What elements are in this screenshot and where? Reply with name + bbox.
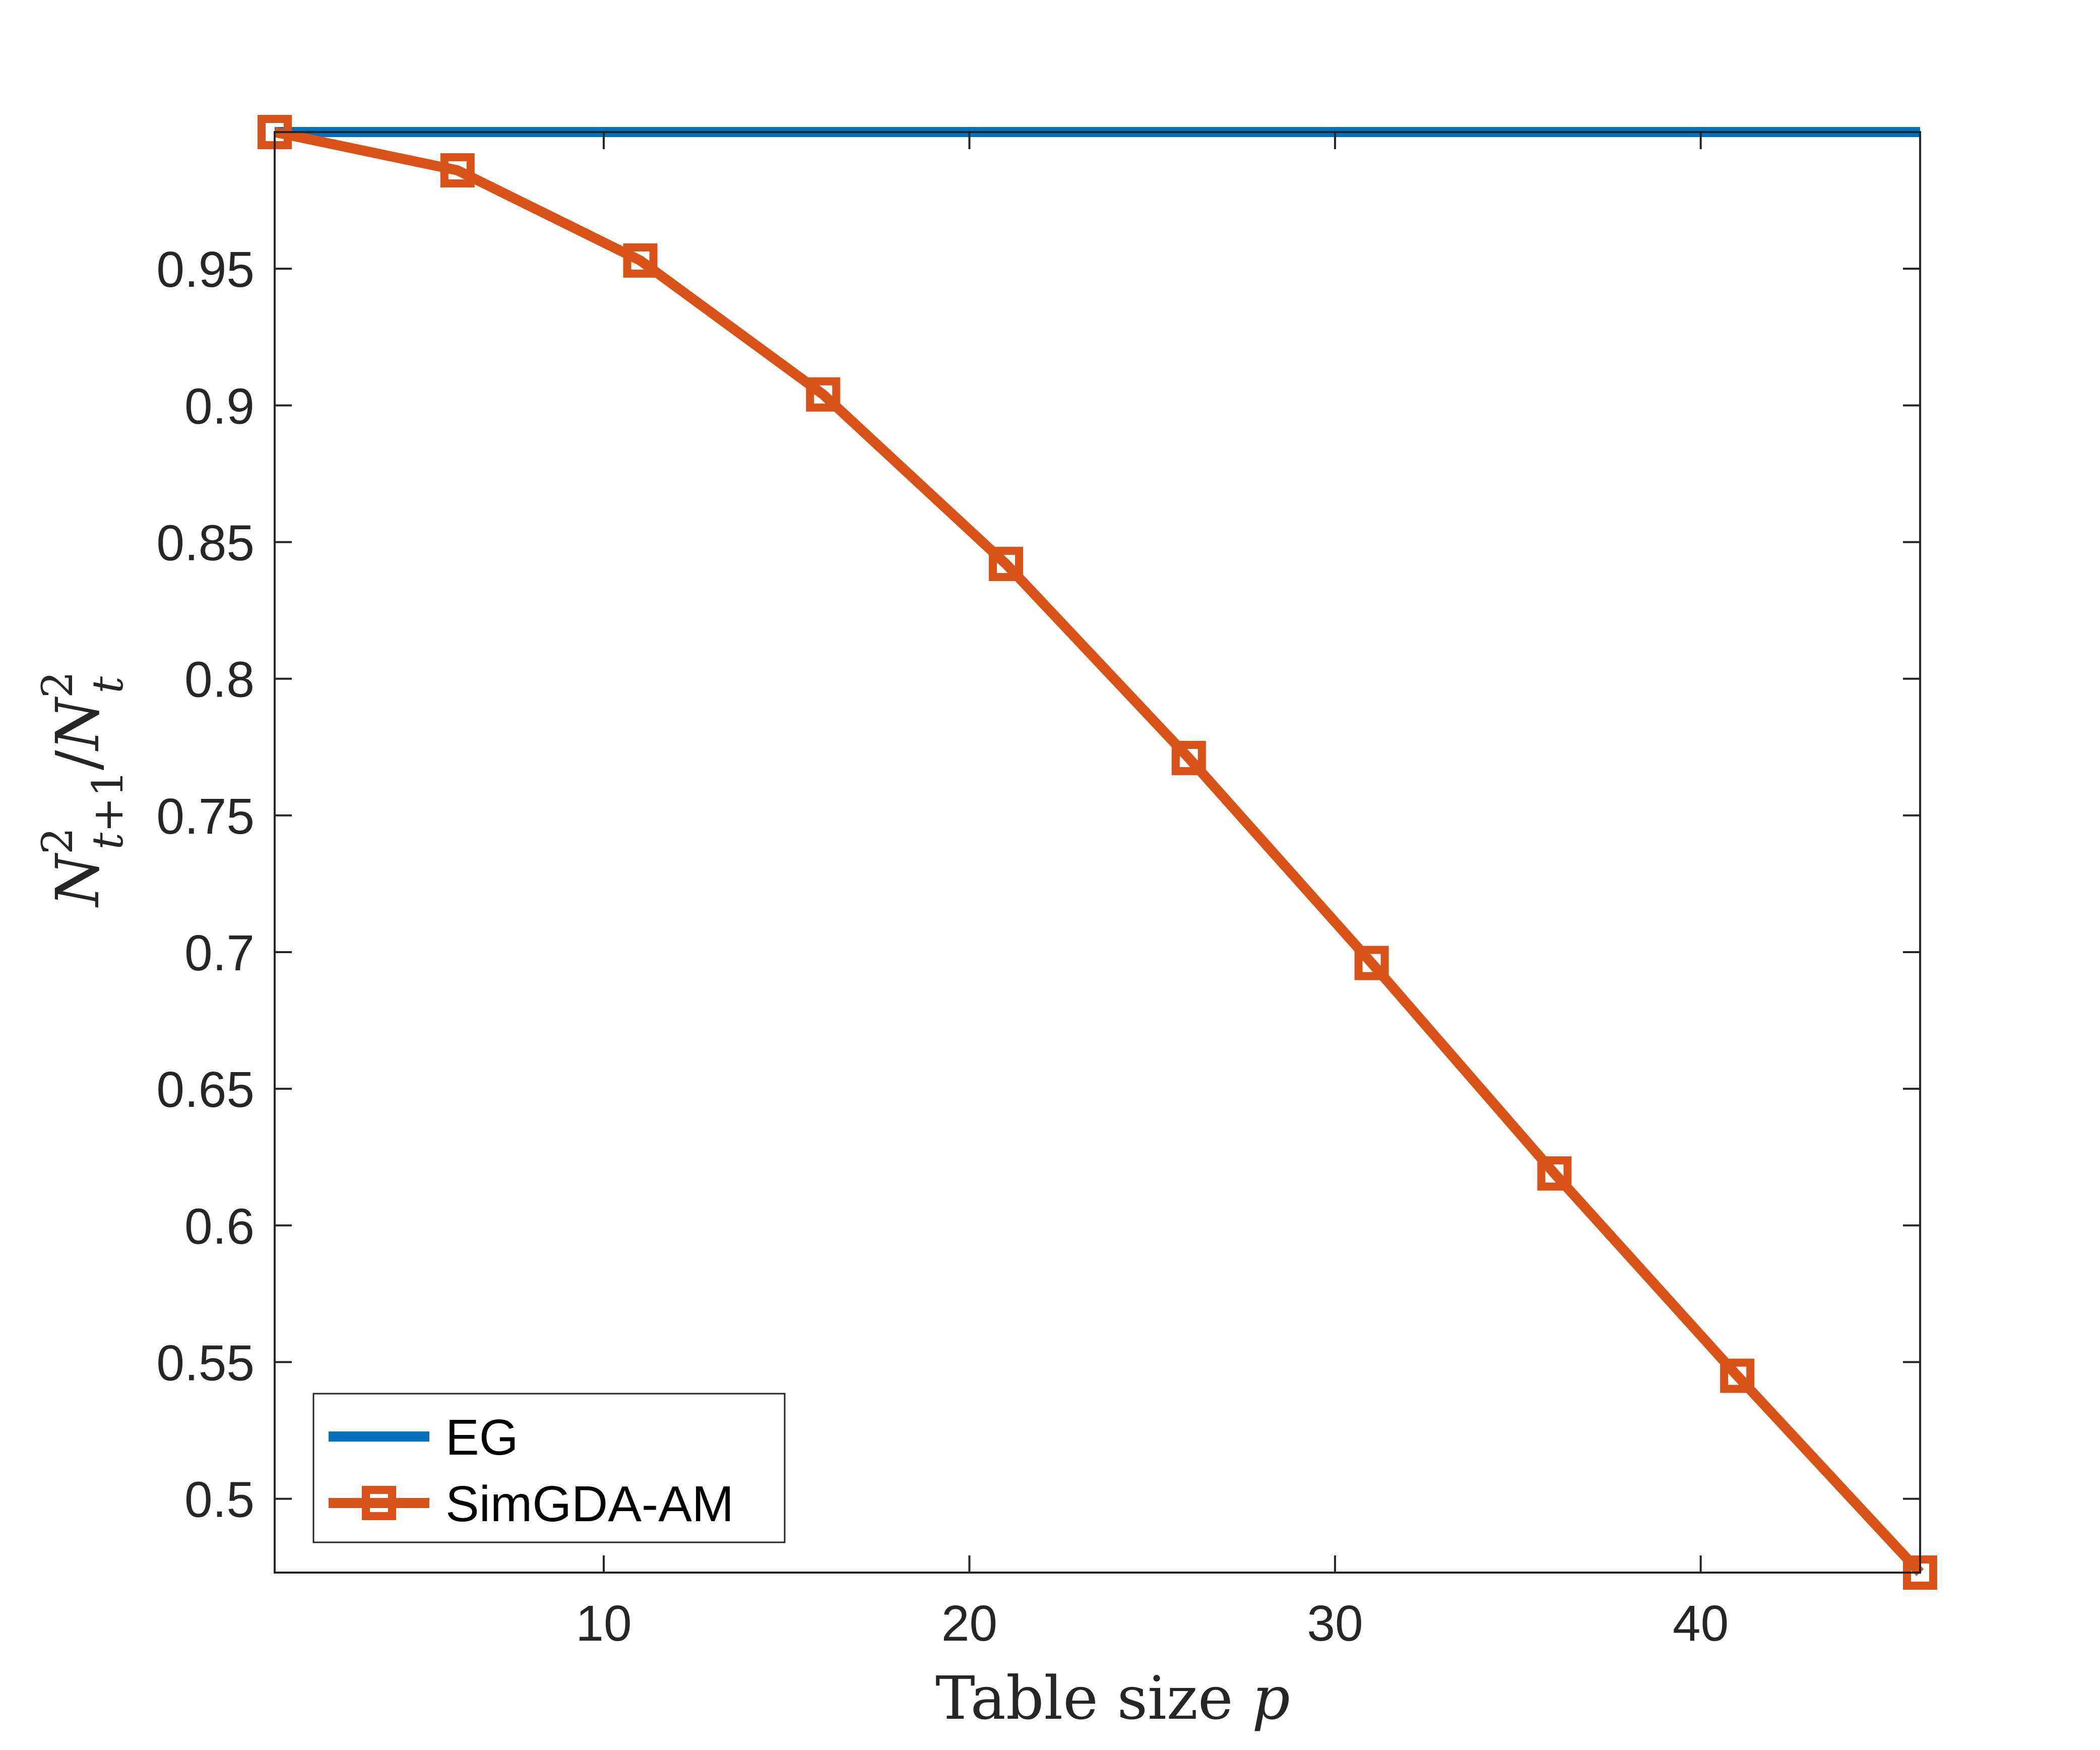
- y-tick-label: 0.65: [156, 1061, 254, 1118]
- y-tick-label: 0.95: [156, 241, 254, 298]
- legend-entry: SimGDA-AM: [446, 1476, 734, 1532]
- y-tick-label: 0.55: [156, 1335, 254, 1391]
- x-axis-label-variable: p: [1252, 1663, 1290, 1733]
- y-axis-label: N2t+1/N2t: [33, 671, 133, 908]
- y-tick-label: 0.5: [184, 1472, 254, 1528]
- axes-layer: [274, 131, 1921, 1574]
- x-axis-label: Table size p: [935, 1663, 1290, 1733]
- y-axis-label-math: N2t+1/N2t: [33, 671, 133, 908]
- legend-entry: EG: [446, 1409, 518, 1466]
- x-tick-label: 10: [576, 1595, 631, 1652]
- data-point: [1171, 740, 1206, 775]
- data-point: [1537, 1156, 1572, 1191]
- y-tick-label: 0.7: [184, 925, 254, 981]
- labels-layer: Table size p N2t+1/N2t: [33, 671, 1290, 1733]
- legend: EG SimGDA-AM: [312, 1393, 786, 1543]
- x-axis-label-text: Table size: [935, 1663, 1233, 1733]
- x-tick-label: 30: [1307, 1595, 1363, 1652]
- legend-marker: [362, 1486, 396, 1520]
- y-tick-label: 0.9: [184, 378, 254, 434]
- data-point: [1720, 1358, 1755, 1393]
- y-tick-label: 0.6: [184, 1198, 254, 1255]
- plot-frame: [274, 131, 1921, 1574]
- series-line-simgda-am: [273, 127, 1924, 1576]
- x-tick-label: 20: [941, 1595, 997, 1652]
- y-tick-label: 0.8: [184, 652, 254, 708]
- y-tick-label: 0.85: [156, 515, 254, 571]
- ticks-layer: 10 20 30 40 0.5 0.55 0.6 0.65 0.7 0.75 0.8 0.85 0.9 0…: [156, 132, 1920, 1652]
- data-point: [440, 153, 475, 188]
- data-point: [806, 377, 841, 412]
- x-tick-label: 40: [1673, 1595, 1729, 1652]
- y-tick-label: 0.75: [156, 788, 254, 845]
- data-point: [623, 243, 658, 278]
- data-point: [989, 546, 1024, 581]
- data-point: [1354, 946, 1389, 980]
